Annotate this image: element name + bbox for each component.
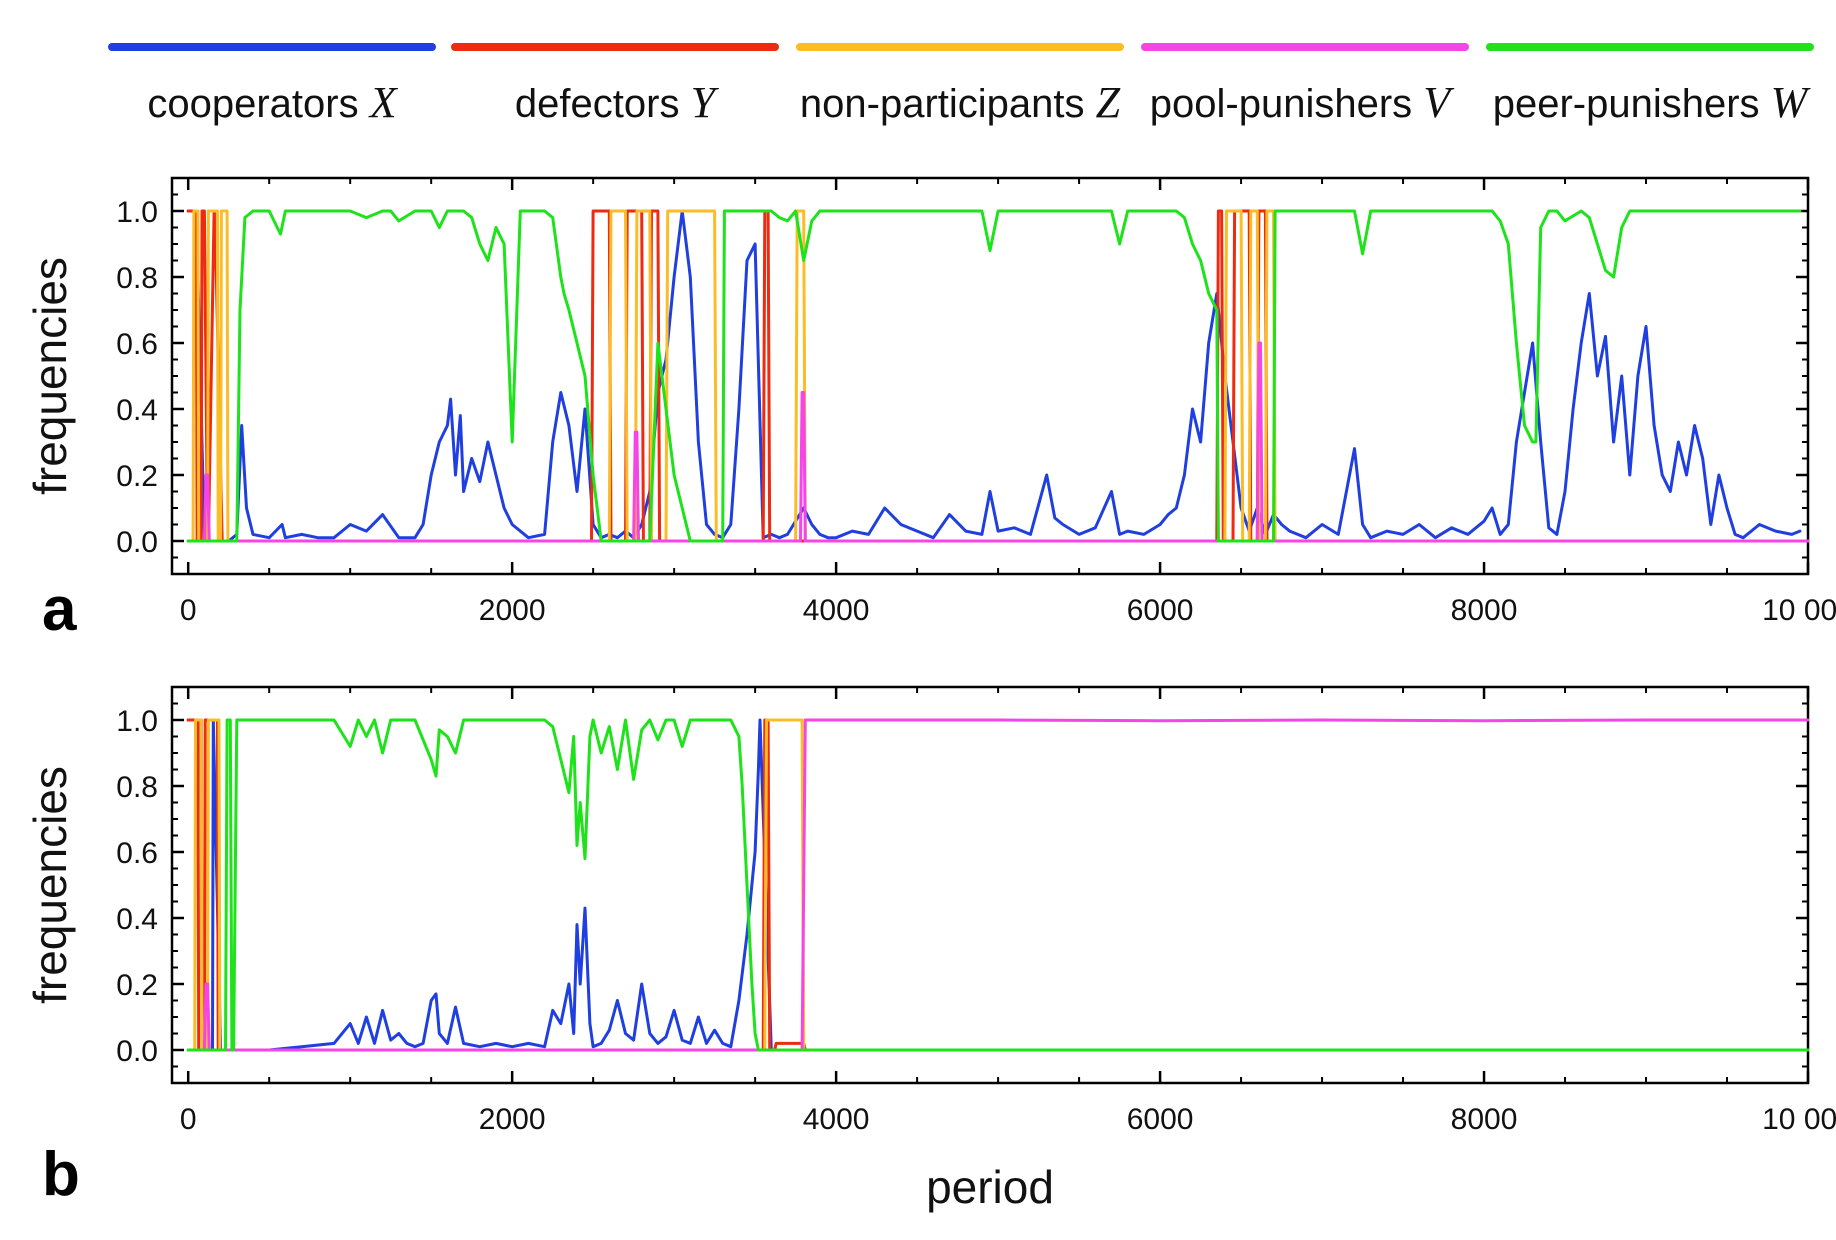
y-tick-label: 1.0	[116, 705, 158, 738]
series-line-peer-punishers	[186, 209, 1802, 543]
x-tick-label: 2000	[479, 1103, 546, 1136]
x-tick-label: 0	[180, 1103, 197, 1136]
series-line-pool-punishers	[186, 341, 1810, 543]
x-tick-label: 6000	[1127, 594, 1194, 627]
legend-label: cooperators X	[147, 78, 398, 127]
series-line-cooperators	[186, 718, 1810, 1052]
x-tick-label: 6000	[1127, 1103, 1194, 1136]
y-tick-label: 0.4	[116, 903, 158, 936]
plot-frame	[170, 176, 1810, 576]
y-tick-label: 0.8	[116, 771, 158, 804]
y-tick-label: 0.2	[116, 969, 158, 1002]
legend: cooperators X defectors Y non-participants…	[108, 43, 1814, 127]
x-axis-title: period	[926, 1161, 1054, 1213]
legend-item: peer-punishers W	[1486, 43, 1814, 127]
y-tick-label: 0.0	[116, 1035, 158, 1068]
legend-item: defectors Y	[451, 43, 779, 127]
y-tick-label: 0.6	[116, 837, 158, 870]
panel-letter: a	[42, 575, 77, 644]
legend-label: peer-punishers W	[1493, 78, 1811, 127]
panel-b: 0 2000 4000 6000 8000 10 000 0.0 0.2 0.4 0.6 0.8 1.…	[24, 685, 1836, 1213]
x-tick-label: 8000	[1451, 594, 1518, 627]
y-tick-label: 0.2	[116, 460, 158, 493]
y-tick-label: 0.4	[116, 394, 158, 427]
x-tick-label: 2000	[479, 594, 546, 627]
plot-frame	[170, 685, 1810, 1085]
legend-label: pool-punishers V	[1150, 78, 1456, 127]
y-tick-label: 0.8	[116, 262, 158, 295]
x-tick-label: 10 000	[1762, 594, 1836, 627]
x-tick-label: 4000	[803, 594, 870, 627]
x-tick-label: 10 000	[1762, 1103, 1836, 1136]
series-group	[186, 718, 1810, 1052]
series-group	[186, 209, 1810, 543]
y-axis-title: frequencies	[24, 766, 76, 1004]
x-tick-label: 4000	[803, 1103, 870, 1136]
x-tick-label: 0	[180, 594, 197, 627]
series-line-non-participants	[186, 718, 1810, 1052]
legend-item: cooperators X	[108, 43, 436, 127]
y-axis-title: frequencies	[24, 257, 76, 495]
series-line-peer-punishers	[186, 718, 1810, 1052]
y-tick-label: 1.0	[116, 196, 158, 229]
legend-label: defectors Y	[515, 78, 720, 127]
y-tick-label: 0.6	[116, 328, 158, 361]
legend-item: pool-punishers V	[1141, 43, 1469, 127]
series-line-pool-punishers	[186, 718, 1810, 1052]
legend-item: non-participants Z	[796, 43, 1124, 127]
y-tick-label: 0.0	[116, 526, 158, 559]
legend-label: non-participants Z	[800, 78, 1121, 127]
panel-letter: b	[42, 1140, 80, 1209]
panel-a: 0 2000 4000 6000 8000 10 000 0.0 0.2 0.4 0.6 0.8 1.…	[24, 176, 1836, 644]
series-line-cooperators	[186, 209, 1802, 543]
x-tick-label: 8000	[1451, 1103, 1518, 1136]
